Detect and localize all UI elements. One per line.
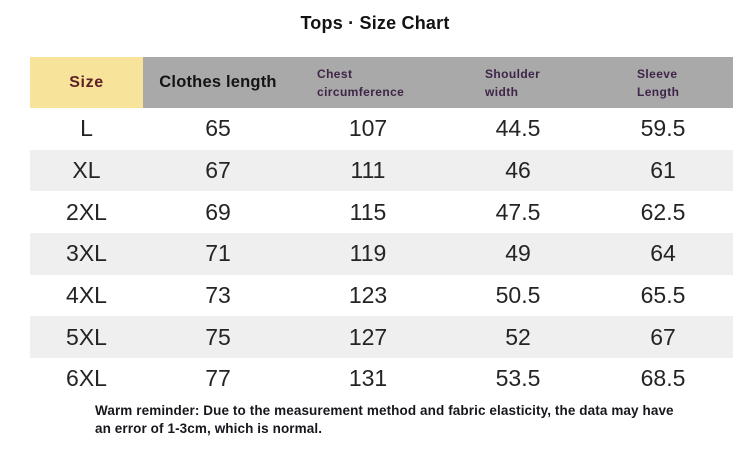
cell-shoulder: 49 — [505, 240, 531, 267]
cell-clothes-length: 67 — [205, 157, 231, 184]
cell-size: 5XL — [66, 323, 107, 350]
table-row-l: L 65 107 44.5 59.5 — [30, 108, 733, 150]
cell-chest: 123 — [348, 282, 388, 309]
cell-chest: 107 — [348, 115, 388, 142]
cell-chest: 115 — [349, 198, 387, 225]
header-chest-label: Chest circumference — [317, 66, 405, 99]
cell-size: L — [80, 115, 93, 142]
page-title: Tops · Size Chart — [300, 13, 450, 33]
cell-chest: 127 — [348, 323, 388, 350]
cell-size: 2XL — [66, 198, 107, 225]
table-header-row: Size Clothes length Chest circumference … — [30, 57, 733, 108]
cell-clothes-length: 75 — [205, 323, 231, 350]
cell-sleeve: 59.5 — [640, 115, 686, 142]
cell-sleeve: 61 — [650, 157, 676, 184]
cell-shoulder: 46 — [505, 157, 531, 184]
cell-sleeve: 64 — [650, 240, 676, 267]
header-sleeve-label: Sleeve Length — [637, 66, 680, 99]
table-row-6xl: 6XL 77 131 53.5 68.5 — [30, 358, 733, 400]
cell-sleeve: 67 — [650, 323, 676, 350]
cell-size: 6XL — [66, 365, 107, 392]
table-row-5xl: 5XL 75 127 52 67 — [30, 316, 733, 359]
cell-size: 3XL — [66, 240, 107, 267]
header-sleeve-length: Sleeve Length — [593, 57, 733, 108]
cell-clothes-length: 69 — [205, 198, 231, 225]
cell-shoulder: 47.5 — [495, 198, 541, 225]
table-row-2xl: 2XL 69 115 47.5 62.5 — [30, 191, 733, 234]
header-shoulder-label: Shoulder width — [485, 66, 541, 99]
header-size: Size — [30, 57, 143, 108]
cell-size: 4XL — [66, 282, 107, 309]
cell-shoulder: 52 — [505, 323, 531, 350]
cell-clothes-length: 65 — [205, 115, 231, 142]
cell-size: XL — [72, 157, 101, 184]
cell-clothes-length: 71 — [205, 240, 231, 267]
cell-sleeve: 62.5 — [640, 198, 686, 225]
cell-shoulder: 50.5 — [495, 282, 541, 309]
cell-chest: 111 — [350, 157, 386, 184]
cell-sleeve: 65.5 — [640, 282, 686, 309]
cell-chest: 131 — [348, 365, 388, 392]
header-shoulder-width: Shoulder width — [443, 57, 593, 108]
cell-sleeve: 68.5 — [640, 365, 686, 392]
header-chest-circumference: Chest circumference — [293, 57, 443, 108]
warm-reminder-note: Warm reminder: Due to the measurement me… — [95, 403, 674, 436]
table-row-4xl: 4XL 73 123 50.5 65.5 — [30, 274, 733, 317]
cell-clothes-length: 77 — [205, 365, 231, 392]
cell-shoulder: 44.5 — [495, 115, 541, 142]
table-row-xl: XL 67 111 46 61 — [30, 149, 733, 192]
size-chart-table: Size Clothes length Chest circumference … — [30, 57, 733, 400]
header-clothes-length: Clothes length — [159, 73, 277, 91]
table-row-3xl: 3XL 71 119 49 64 — [30, 233, 733, 275]
cell-shoulder: 53.5 — [495, 365, 541, 392]
cell-chest: 119 — [349, 240, 387, 267]
cell-clothes-length: 73 — [205, 282, 231, 309]
